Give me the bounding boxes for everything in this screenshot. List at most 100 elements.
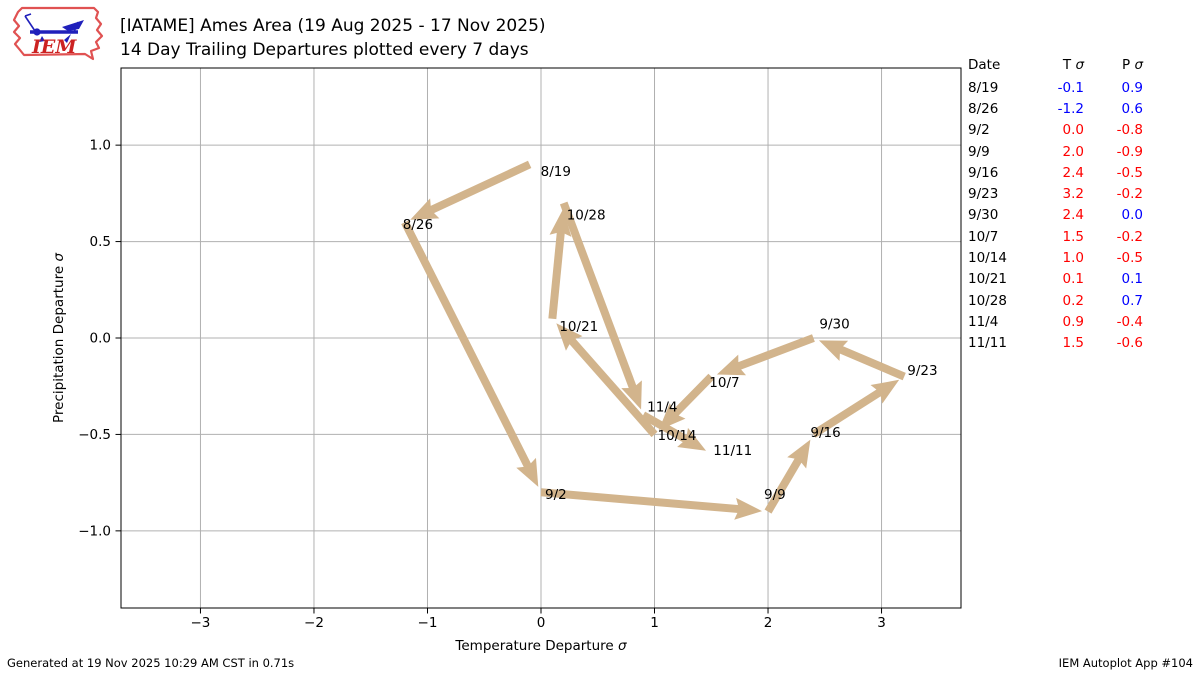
t-sigma-cell: 3.2: [1062, 186, 1084, 203]
date-cell: 8/26: [968, 100, 999, 117]
point-label: 9/16: [810, 425, 840, 441]
point-label: 9/23: [907, 363, 937, 379]
app-credit: IEM Autoplot App #104: [1058, 656, 1193, 670]
point-label: 10/28: [567, 208, 606, 224]
t-sigma-cell: 0.9: [1062, 313, 1084, 330]
trajectory-arrow-shaft: [540, 488, 741, 514]
trajectory-arrow-head: [818, 340, 849, 362]
date-cell: 9/23: [968, 186, 999, 203]
table-row: 9/2 0.0 -0.8: [968, 120, 1143, 141]
y-tick-label: 0.5: [90, 234, 111, 250]
logo-text: IEM: [31, 36, 77, 58]
table-header-row: Date T σ P σ: [968, 52, 1143, 77]
trajectory-arrow-head: [734, 497, 763, 520]
p-sigma-cell: 0.1: [1121, 271, 1143, 288]
point-label: 8/26: [403, 217, 433, 233]
point-label: 9/2: [545, 487, 567, 503]
table-row: 10/21 0.1 0.1: [968, 269, 1143, 290]
p-sigma-cell: -0.6: [1116, 335, 1143, 352]
table-row: 10/14 1.0 -0.5: [968, 247, 1143, 268]
point-label: 9/30: [819, 317, 849, 333]
table-header-cell: P σ: [1122, 56, 1143, 73]
p-sigma-cell: -0.2: [1116, 228, 1143, 245]
trajectory-arrow-shaft: [567, 337, 658, 438]
table-header-cell: Date: [968, 56, 1001, 73]
table-row: 9/9 2.0 -0.9: [968, 141, 1143, 162]
trajectory-arrow-shaft: [764, 456, 803, 514]
p-sigma-cell: -0.4: [1116, 313, 1143, 330]
y-tick-label: −0.5: [78, 427, 111, 443]
plot-title: [IATAME] Ames Area (19 Aug 2025 - 17 Nov…: [120, 16, 546, 36]
point-label: 11/11: [713, 443, 752, 459]
trajectory-arrow-shaft: [837, 345, 906, 381]
trajectory-arrow-head: [870, 379, 900, 404]
t-sigma-cell: -1.2: [1057, 100, 1084, 117]
p-sigma-cell: -0.5: [1116, 164, 1143, 181]
date-cell: 9/30: [968, 207, 999, 224]
departures-table: Date T σ P σ 8/19 -0.1 0.9 8/26 -1.2 0.6 9/2 0.0 -0…: [968, 52, 1143, 354]
t-sigma-cell: -0.1: [1057, 79, 1084, 96]
trajectory-arrow-head: [516, 457, 539, 487]
trajectory-arrow-shaft: [548, 230, 565, 320]
point-label: 10/7: [709, 375, 739, 391]
point-label: 11/4: [647, 400, 677, 416]
date-cell: 10/21: [968, 271, 1007, 288]
t-sigma-cell: 2.0: [1062, 143, 1084, 160]
x-tick-label: 1: [650, 615, 659, 631]
x-tick-label: 3: [877, 615, 886, 631]
p-sigma-cell: 0.6: [1121, 100, 1143, 117]
y-tick-label: 0.0: [90, 331, 111, 347]
table-row: 11/11 1.5 -0.6: [968, 333, 1143, 354]
trajectory-arrow-head: [716, 354, 747, 376]
x-axis-label: Temperature Departure σ: [454, 638, 627, 654]
trajectory-arrow-shaft: [641, 411, 689, 444]
table-header-cell: T σ: [1062, 56, 1084, 73]
date-cell: 10/7: [968, 228, 999, 245]
t-sigma-cell: 0.1: [1062, 271, 1084, 288]
table-row: 11/4 0.9 -0.4: [968, 311, 1143, 332]
trajectory-arrow-head: [787, 439, 811, 469]
p-sigma-cell: 0.7: [1121, 292, 1143, 309]
point-label: 10/14: [658, 428, 697, 444]
y-axis-label: Precipitation Departure σ: [51, 253, 67, 423]
date-cell: 9/2: [968, 122, 990, 139]
x-tick-label: −1: [418, 615, 438, 631]
trajectory-arrow-shaft: [811, 388, 883, 438]
point-label: 10/21: [559, 319, 598, 335]
trajectory-arrow-head: [621, 380, 642, 410]
plot-subtitle: 14 Day Trailing Departures plotted every…: [120, 40, 529, 60]
trajectory-arrow-head: [677, 427, 707, 451]
x-tick-label: 2: [764, 615, 773, 631]
date-cell: 10/28: [968, 292, 1007, 309]
t-sigma-cell: 2.4: [1062, 207, 1084, 224]
trajectory-arrow-shaft: [671, 373, 715, 418]
p-sigma-cell: -0.8: [1116, 122, 1143, 139]
date-cell: 11/4: [968, 313, 999, 330]
date-cell: 9/16: [968, 164, 999, 181]
t-sigma-cell: 2.4: [1062, 164, 1084, 181]
t-sigma-cell: 1.5: [1062, 228, 1084, 245]
trajectory-arrow-head: [410, 198, 440, 220]
y-tick-label: 1.0: [90, 138, 111, 154]
p-sigma-cell: 0.0: [1121, 207, 1143, 224]
t-sigma-cell: 0.0: [1062, 122, 1084, 139]
x-tick-label: −3: [191, 615, 211, 631]
t-sigma-cell: 1.5: [1062, 335, 1084, 352]
p-sigma-cell: -0.5: [1116, 250, 1143, 267]
p-sigma-cell: 0.9: [1121, 79, 1143, 96]
date-cell: 9/9: [968, 143, 990, 160]
table-row: 10/28 0.2 0.7: [968, 290, 1143, 311]
table-row: 9/30 2.4 0.0: [968, 205, 1143, 226]
table-row: 8/19 -0.1 0.9: [968, 77, 1143, 98]
date-cell: 11/11: [968, 335, 1007, 352]
date-cell: 8/19: [968, 79, 999, 96]
trajectory-arrow-shaft: [736, 334, 815, 371]
weather-vane-icon: [24, 13, 84, 43]
trajectory-arrow-shaft: [428, 160, 532, 215]
point-label: 9/9: [764, 487, 786, 503]
date-cell: 10/14: [968, 250, 1007, 267]
trajectory-arrow-shaft: [559, 201, 638, 391]
t-sigma-cell: 0.2: [1062, 292, 1084, 309]
p-sigma-cell: -0.2: [1116, 186, 1143, 203]
